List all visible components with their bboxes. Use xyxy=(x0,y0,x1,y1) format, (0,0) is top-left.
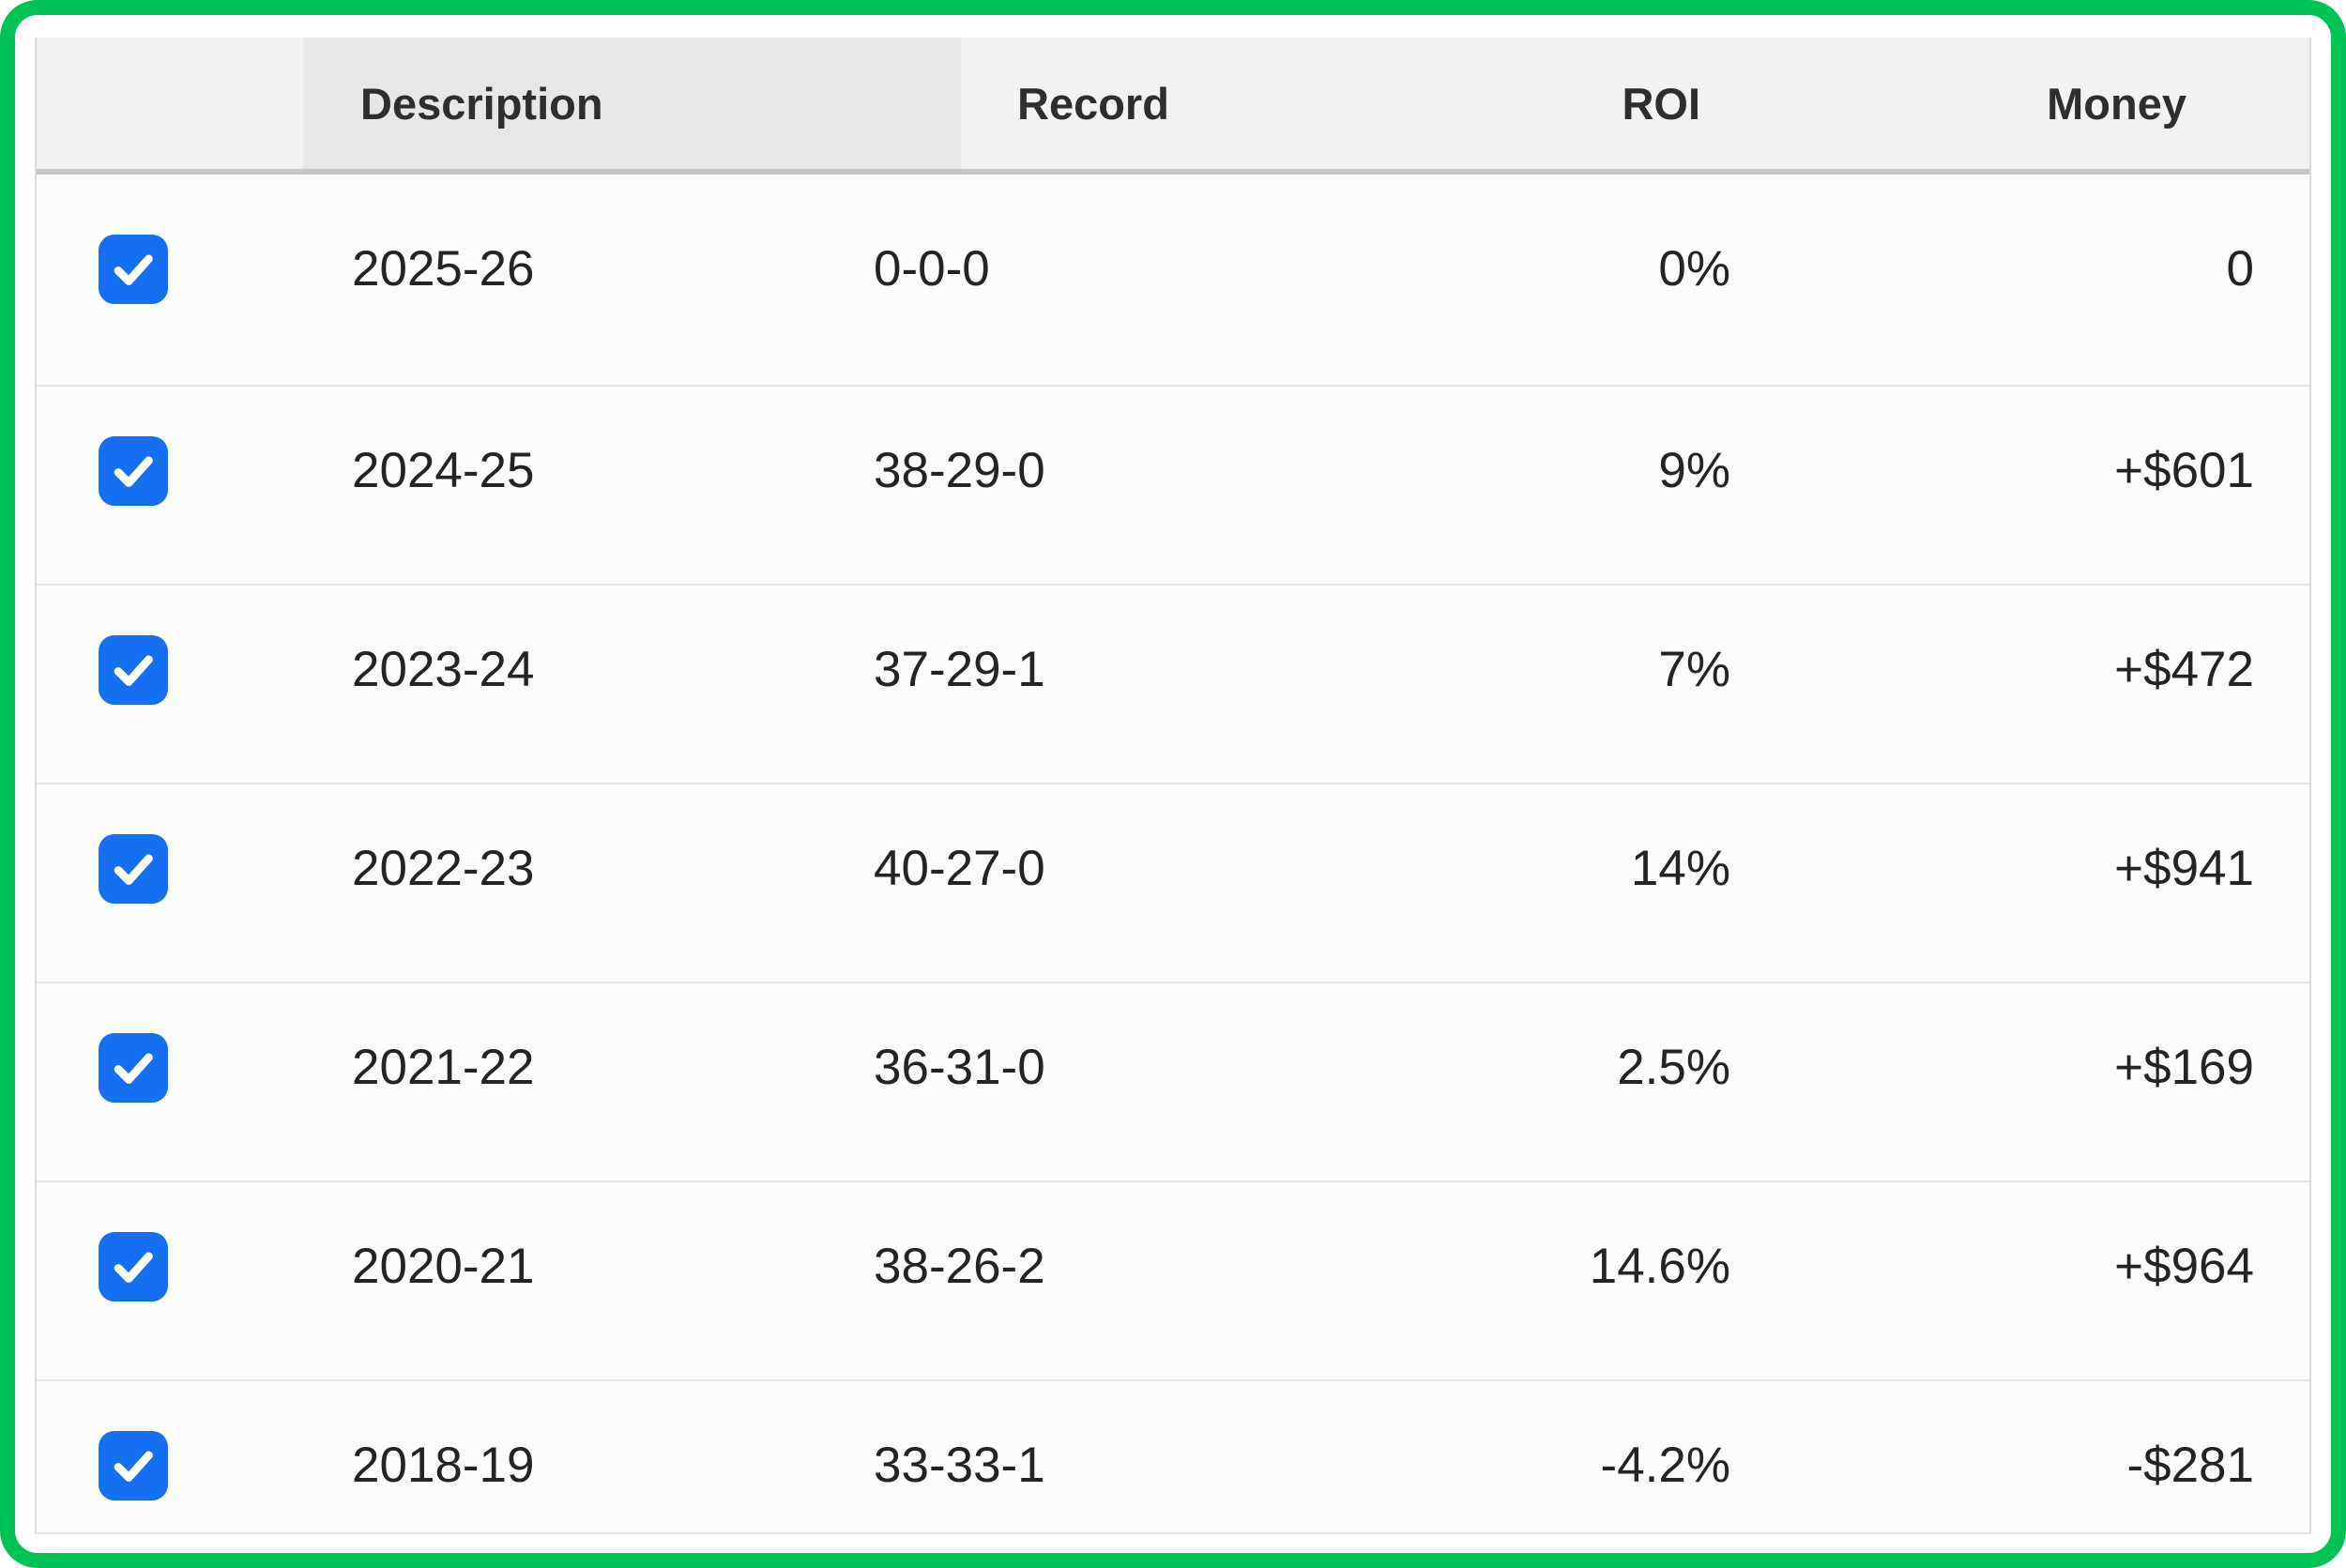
checkmark-icon xyxy=(114,854,153,885)
roi-cell: -4.2% xyxy=(1600,1438,1730,1493)
roi-cell: 0% xyxy=(1658,241,1730,297)
record-cell: 33-33-1 xyxy=(874,1438,1045,1493)
record-cell: 36-31-0 xyxy=(874,1040,1045,1095)
money-cell: +$964 xyxy=(2114,1239,2254,1294)
description-cell: 2025-26 xyxy=(352,241,535,297)
record-cell: 37-29-1 xyxy=(874,642,1045,697)
table-row[interactable]: 2022-23 40-27-0 14% +$941 xyxy=(37,784,2309,983)
column-header-roi[interactable]: ROI xyxy=(1365,38,1783,169)
table-row[interactable]: 2020-21 38-26-2 14.6% +$964 xyxy=(37,1182,2309,1381)
money-cell: +$601 xyxy=(2114,443,2254,498)
description-cell: 2022-23 xyxy=(352,841,535,896)
checkbox-cell xyxy=(37,1431,303,1500)
checkmark-icon xyxy=(114,1252,153,1283)
column-header-checkbox xyxy=(37,38,303,169)
roi-cell: 14.6% xyxy=(1589,1239,1730,1294)
description-cell: 2021-22 xyxy=(352,1040,535,1095)
table-body: 2025-26 0-0-0 0% 0 2024-25 38-29-0 9% +$601 2023… xyxy=(37,175,2309,1532)
money-cell: +$472 xyxy=(2114,642,2254,697)
roi-cell: 14% xyxy=(1630,841,1730,896)
record-cell: 40-27-0 xyxy=(874,841,1045,896)
table-row[interactable]: 2024-25 38-29-0 9% +$601 xyxy=(37,387,2309,586)
checkbox-cell xyxy=(37,235,303,304)
record-cell: 38-29-0 xyxy=(874,443,1045,498)
money-cell: +$941 xyxy=(2114,841,2254,896)
table-row[interactable]: 2025-26 0-0-0 0% 0 xyxy=(37,175,2309,387)
row-checkbox[interactable] xyxy=(99,635,168,705)
checkmark-icon xyxy=(114,1053,153,1084)
checkbox-cell xyxy=(37,1232,303,1302)
checkmark-icon xyxy=(114,655,153,686)
checkbox-cell xyxy=(37,834,303,904)
row-checkbox[interactable] xyxy=(99,1431,168,1500)
roi-cell: 9% xyxy=(1658,443,1730,498)
description-cell: 2018-19 xyxy=(352,1438,535,1493)
checkbox-cell xyxy=(37,1033,303,1103)
column-header-money[interactable]: Money xyxy=(1783,38,2309,169)
row-checkbox[interactable] xyxy=(99,436,168,506)
record-cell: 0-0-0 xyxy=(874,241,990,297)
table-row[interactable]: 2018-19 33-33-1 -4.2% -$281 xyxy=(37,1381,2309,1532)
column-header-record[interactable]: Record xyxy=(961,38,1365,169)
description-cell: 2024-25 xyxy=(352,443,535,498)
roi-cell: 7% xyxy=(1658,642,1730,697)
table-row[interactable]: 2023-24 37-29-1 7% +$472 xyxy=(37,586,2309,784)
description-cell: 2023-24 xyxy=(352,642,535,697)
checkbox-cell xyxy=(37,635,303,705)
description-cell: 2020-21 xyxy=(352,1239,535,1294)
record-cell: 38-26-2 xyxy=(874,1239,1045,1294)
column-header-description[interactable]: Description xyxy=(303,38,961,169)
row-checkbox[interactable] xyxy=(99,1232,168,1302)
table-header-row: Description Record ROI Money xyxy=(37,38,2309,175)
row-checkbox[interactable] xyxy=(99,834,168,904)
checkbox-cell xyxy=(37,436,303,506)
money-cell: 0 xyxy=(2226,241,2254,297)
row-checkbox[interactable] xyxy=(99,1033,168,1103)
checkmark-icon xyxy=(114,254,153,285)
row-checkbox[interactable] xyxy=(99,235,168,304)
table-row[interactable]: 2021-22 36-31-0 2.5% +$169 xyxy=(37,983,2309,1182)
roi-cell: 2.5% xyxy=(1617,1040,1730,1095)
money-cell: +$169 xyxy=(2114,1040,2254,1095)
seasons-table: Description Record ROI Money 2025-26 0-0-… xyxy=(35,38,2311,1534)
checkmark-icon xyxy=(114,1451,153,1482)
money-cell: -$281 xyxy=(2126,1438,2254,1493)
checkmark-icon xyxy=(114,456,153,487)
